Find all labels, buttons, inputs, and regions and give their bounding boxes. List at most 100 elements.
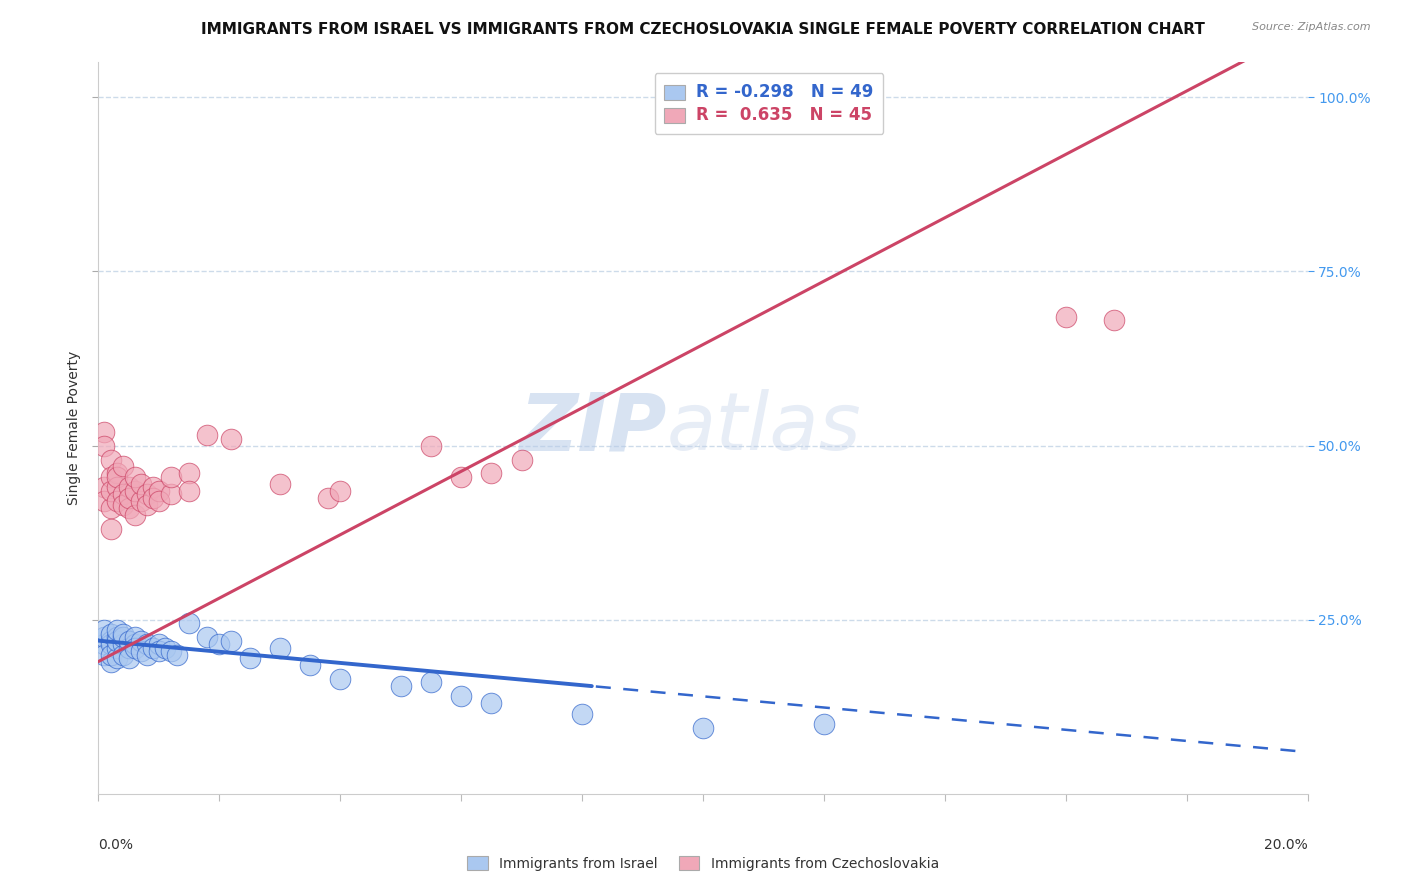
Point: [105, 480, 128, 494]
Point: [93, 494, 115, 508]
Point: [269, 640, 291, 655]
Point: [481, 467, 503, 481]
Point: [142, 480, 165, 494]
Point: [510, 452, 533, 467]
Text: ZIP: ZIP: [519, 389, 666, 467]
Point: [179, 616, 201, 631]
Point: [118, 651, 141, 665]
Point: [135, 487, 157, 501]
Point: [100, 626, 122, 640]
Point: [195, 428, 218, 442]
Point: [692, 721, 714, 735]
Point: [450, 470, 472, 484]
Point: [208, 637, 231, 651]
Y-axis label: Single Female Poverty: Single Female Poverty: [67, 351, 82, 505]
Point: [111, 498, 134, 512]
Point: [100, 452, 122, 467]
Point: [93, 648, 115, 662]
Legend: Immigrants from Israel, Immigrants from Czechoslovakia: Immigrants from Israel, Immigrants from …: [461, 850, 945, 876]
Point: [129, 494, 152, 508]
Point: [105, 623, 128, 637]
Point: [316, 491, 339, 505]
Point: [221, 633, 243, 648]
Point: [148, 637, 170, 651]
Point: [100, 501, 122, 516]
Point: [111, 626, 134, 640]
Point: [389, 679, 412, 693]
Point: [124, 508, 146, 523]
Point: [100, 648, 122, 662]
Point: [269, 476, 291, 491]
Point: [135, 648, 157, 662]
Point: [93, 623, 115, 637]
Point: [153, 640, 176, 655]
Point: [111, 630, 134, 644]
Point: [195, 630, 218, 644]
Point: [148, 644, 170, 658]
Point: [93, 480, 115, 494]
Point: [571, 706, 593, 721]
Point: [124, 470, 146, 484]
Point: [118, 480, 141, 494]
Point: [100, 483, 122, 498]
Point: [160, 470, 183, 484]
Point: [105, 651, 128, 665]
Point: [129, 476, 152, 491]
Point: [100, 522, 122, 536]
Point: [124, 640, 146, 655]
Point: [329, 483, 352, 498]
Point: [142, 640, 165, 655]
Point: [124, 483, 146, 498]
Point: [100, 633, 122, 648]
Point: [118, 491, 141, 505]
Point: [179, 483, 201, 498]
Point: [111, 459, 134, 474]
Point: [420, 439, 443, 453]
Point: [481, 696, 503, 710]
Text: IMMIGRANTS FROM ISRAEL VS IMMIGRANTS FROM CZECHOSLOVAKIA SINGLE FEMALE POVERTY C: IMMIGRANTS FROM ISRAEL VS IMMIGRANTS FRO…: [201, 22, 1205, 37]
Point: [129, 644, 152, 658]
Point: [100, 470, 122, 484]
Point: [160, 487, 183, 501]
Point: [118, 640, 141, 655]
Point: [105, 467, 128, 481]
Point: [105, 633, 128, 648]
Point: [105, 640, 128, 655]
Point: [160, 644, 183, 658]
Point: [299, 658, 322, 673]
Point: [1102, 313, 1125, 327]
Point: [420, 675, 443, 690]
Point: [142, 491, 165, 505]
Point: [239, 651, 262, 665]
Point: [179, 467, 201, 481]
Text: Source: ZipAtlas.com: Source: ZipAtlas.com: [1253, 22, 1371, 32]
Text: 0.0%: 0.0%: [98, 838, 134, 852]
Point: [93, 637, 115, 651]
Point: [450, 690, 472, 704]
Point: [111, 487, 134, 501]
Point: [118, 633, 141, 648]
Point: [105, 630, 128, 644]
Text: atlas: atlas: [666, 389, 862, 467]
Point: [118, 501, 141, 516]
Point: [135, 498, 157, 512]
Point: [124, 637, 146, 651]
Point: [148, 483, 170, 498]
Point: [135, 637, 157, 651]
Point: [93, 425, 115, 439]
Point: [148, 494, 170, 508]
Point: [100, 655, 122, 669]
Point: [813, 717, 835, 731]
Text: 20.0%: 20.0%: [1264, 838, 1308, 852]
Point: [221, 432, 243, 446]
Point: [124, 630, 146, 644]
Point: [166, 648, 188, 662]
Point: [1054, 310, 1077, 324]
Point: [105, 494, 128, 508]
Point: [111, 648, 134, 662]
Point: [93, 439, 115, 453]
Legend: R = -0.298   N = 49, R =  0.635   N = 45: R = -0.298 N = 49, R = 0.635 N = 45: [655, 73, 883, 134]
Point: [111, 637, 134, 651]
Point: [129, 633, 152, 648]
Point: [329, 672, 352, 686]
